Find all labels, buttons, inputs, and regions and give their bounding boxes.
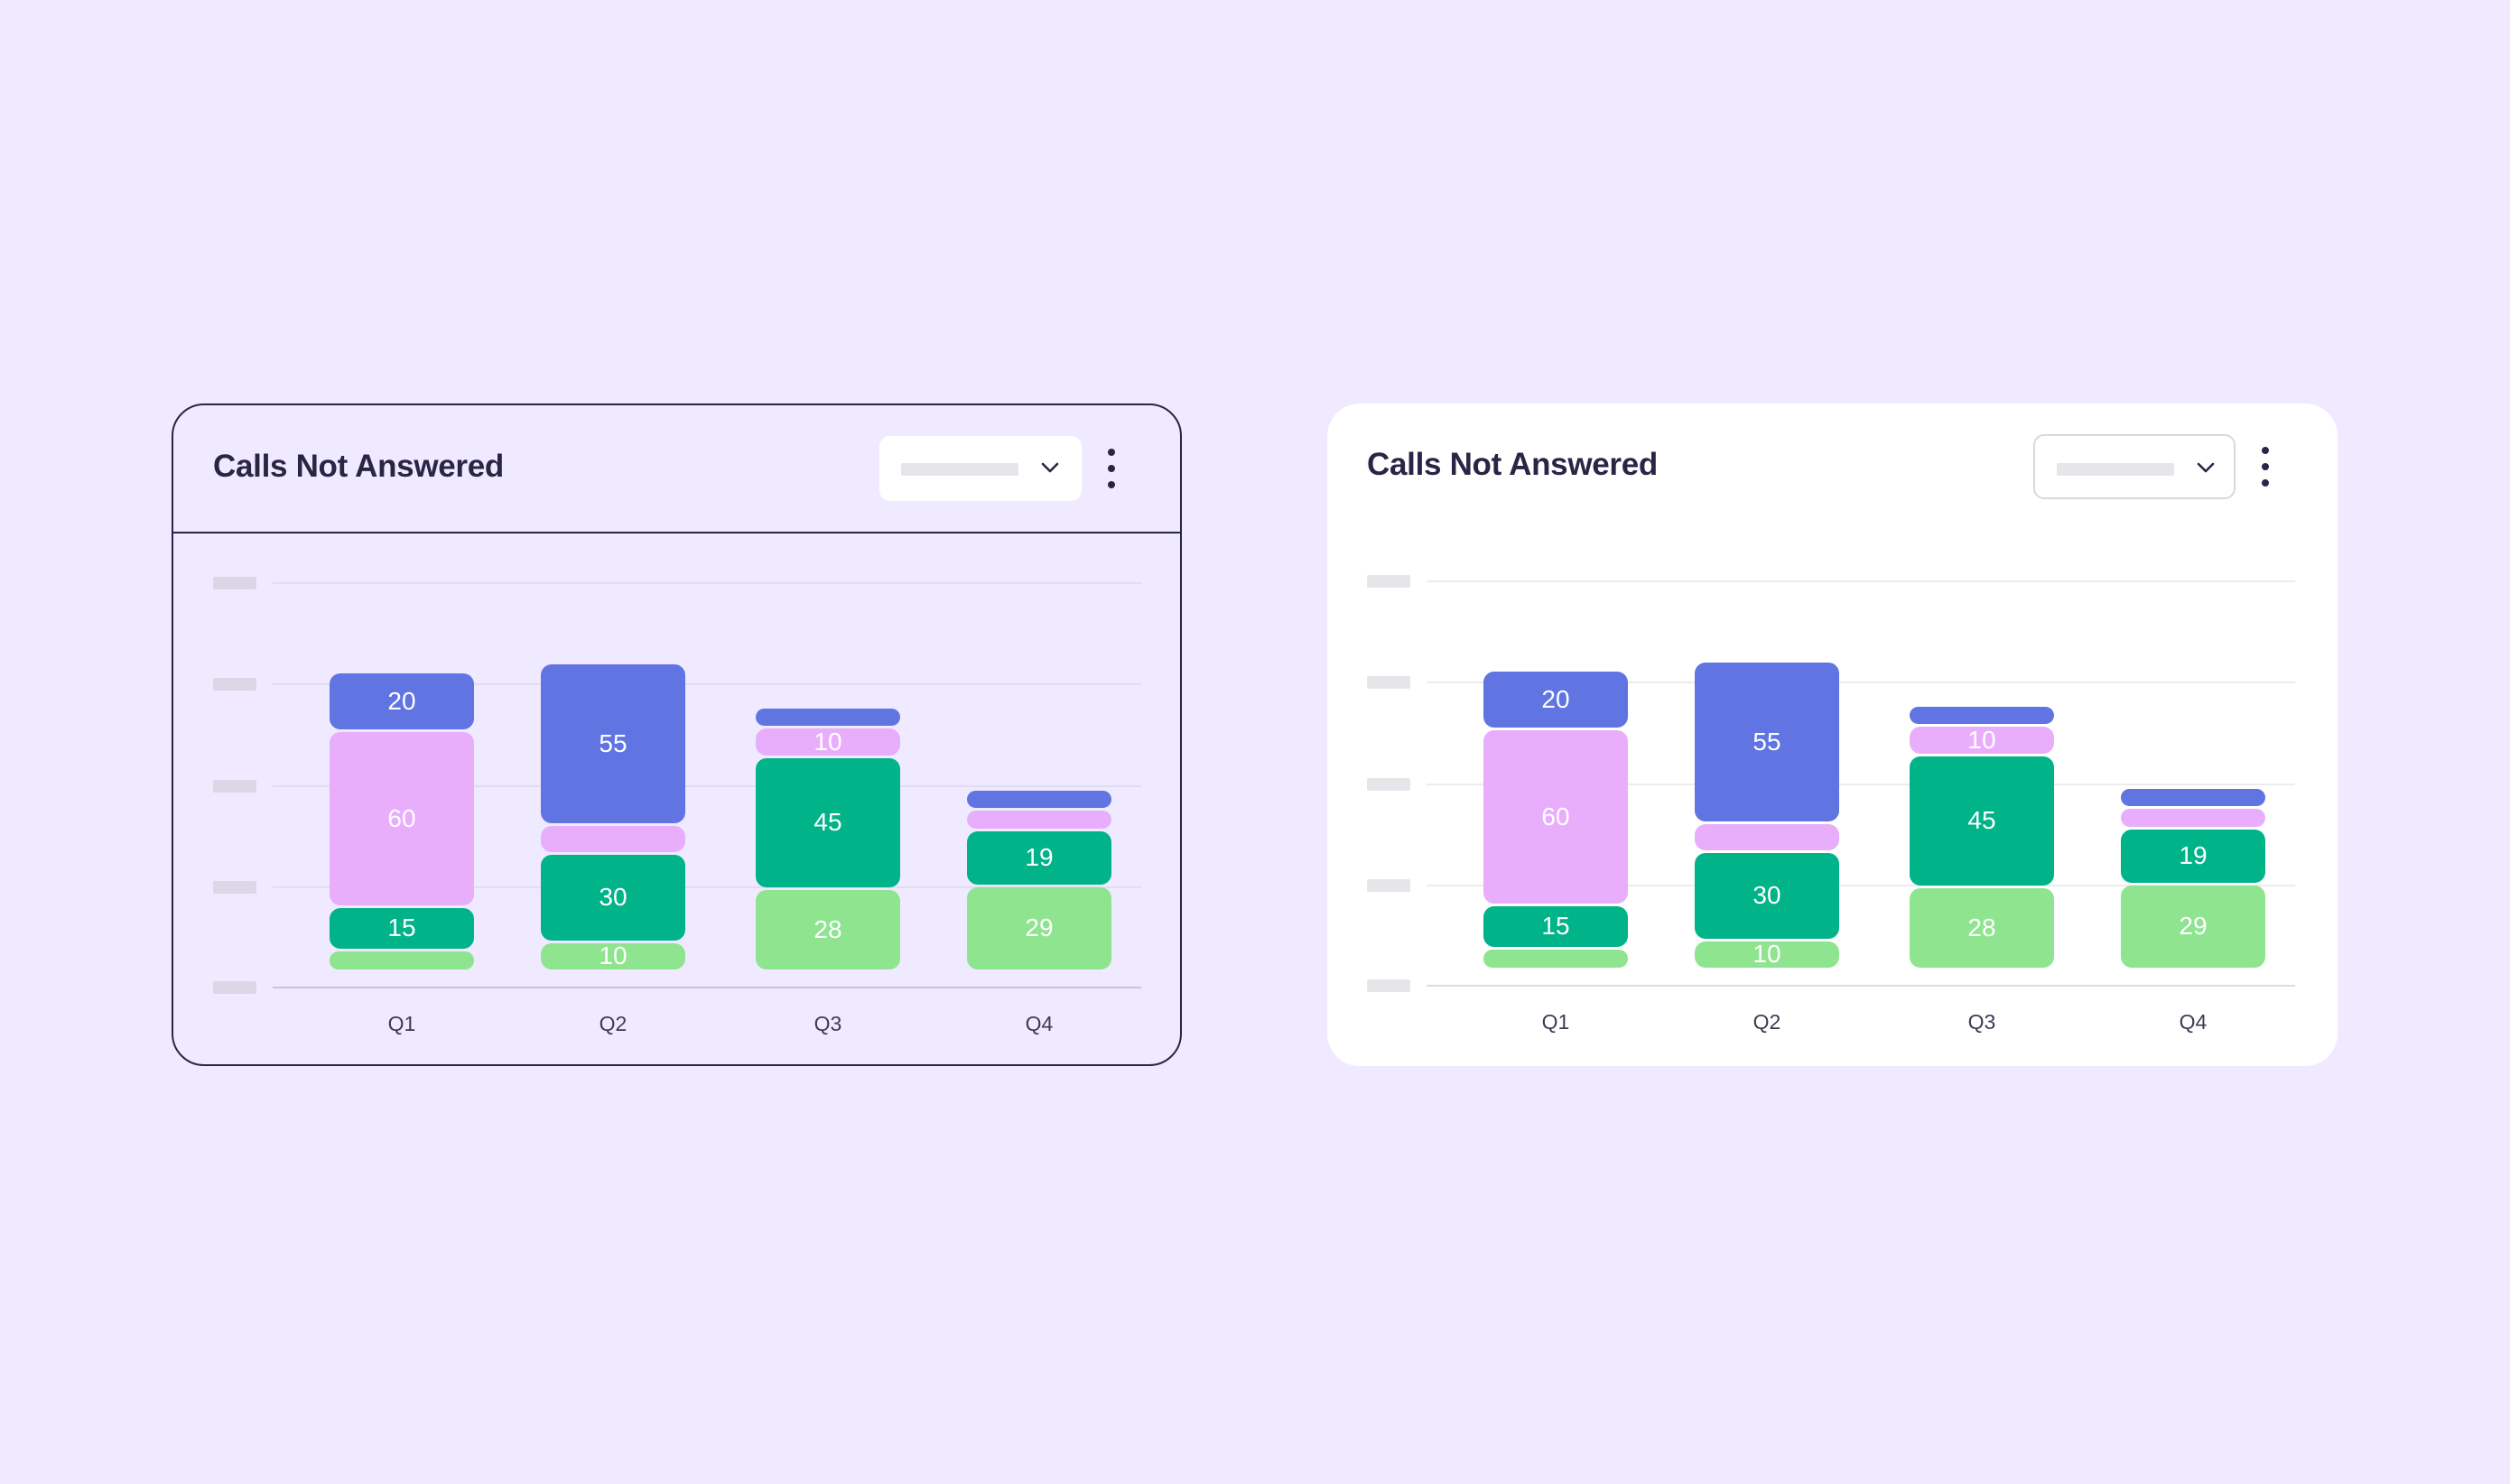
bar-segment-q3-2[interactable]: 10 <box>756 728 900 756</box>
bar-segment-q4-2[interactable] <box>967 811 1111 829</box>
card-title: Calls Not Answered <box>1367 447 1658 482</box>
bar-chart: 15 60 20 Q1 10 30 55 Q2 28 45 10 Q3 29 19 Q4 <box>173 405 1180 1064</box>
data-label: 30 <box>599 883 628 912</box>
gridline <box>1427 580 2295 582</box>
bar-segment-q4-1[interactable]: 19 <box>2121 830 2265 883</box>
bar-segment-q4-2[interactable] <box>2121 809 2265 827</box>
gridline <box>1427 885 2295 886</box>
data-label: 28 <box>1967 914 1996 941</box>
card-title: Calls Not Answered <box>213 449 504 484</box>
y-tick-placeholder <box>213 678 256 691</box>
x-tick-label: Q1 <box>387 1012 416 1035</box>
x-tick-label: Q1 <box>1541 1010 1570 1034</box>
bar-segment-q2-2[interactable] <box>541 825 685 852</box>
x-tick-label: Q4 <box>2179 1010 2208 1034</box>
bar-segment-q3-3[interactable] <box>756 708 900 727</box>
bar-segment-q1-3[interactable]: 20 <box>330 672 474 729</box>
period-dropdown[interactable] <box>2033 434 2236 499</box>
data-label: 55 <box>599 728 628 757</box>
bar-segment-q1-2[interactable]: 60 <box>330 731 474 905</box>
x-tick-label: Q2 <box>599 1012 628 1035</box>
bar-segment-q2-1[interactable]: 30 <box>1695 853 1839 939</box>
bar-segment-q4-0[interactable]: 29 <box>967 886 1111 969</box>
bar-segment-q1-1[interactable]: 15 <box>330 907 474 950</box>
data-label: 45 <box>1967 806 1996 835</box>
chart-card-filled: Calls Not Answered 15 60 20 Q1 10 30 55 Q2 28 45 1… <box>1327 403 2338 1066</box>
bar-segment-q3-3[interactable] <box>1910 706 2054 725</box>
bar-segment-q1-2[interactable]: 60 <box>1483 729 1628 904</box>
data-label: 60 <box>387 803 416 832</box>
bar-segment-q4-0[interactable]: 29 <box>2121 885 2265 968</box>
gridline <box>273 582 1141 584</box>
x-tick-label: Q4 <box>1025 1012 1054 1035</box>
data-label: 19 <box>1025 843 1054 872</box>
data-label: 20 <box>387 686 416 715</box>
gridline <box>273 683 1141 685</box>
gridline <box>273 785 1141 787</box>
dropdown-placeholder <box>901 463 1018 476</box>
bar-segment-q2-2[interactable] <box>1695 823 1839 850</box>
chevron-down-icon <box>2197 462 2215 473</box>
dropdown-placeholder <box>2057 463 2174 476</box>
y-tick-placeholder <box>1367 979 1410 992</box>
data-label: 29 <box>2179 912 2208 941</box>
data-label: 29 <box>1025 914 1054 942</box>
y-tick-placeholder <box>1367 575 1410 588</box>
bar-segment-q1-3[interactable]: 20 <box>1483 671 1628 728</box>
y-tick-placeholder <box>1367 778 1410 791</box>
y-tick-placeholder <box>213 780 256 793</box>
gridline <box>1427 682 2295 683</box>
y-tick-placeholder <box>1367 879 1410 892</box>
data-label: 45 <box>813 808 842 837</box>
data-label: 10 <box>599 941 628 970</box>
x-axis-line <box>1427 985 2295 987</box>
bar-segment-q4-3[interactable] <box>2121 788 2265 807</box>
gridline <box>273 886 1141 888</box>
y-tick-placeholder <box>213 577 256 589</box>
bar-segment-q2-0[interactable]: 10 <box>1695 940 1839 969</box>
gridline <box>1427 784 2295 785</box>
bar-segment-q3-1[interactable]: 45 <box>1910 756 2054 886</box>
chevron-down-icon <box>1041 462 1059 473</box>
bar-segment-q3-0[interactable]: 28 <box>1910 888 2054 968</box>
chart-card-outlined: Calls Not Answered 15 60 20 Q1 10 30 55 Q2 28 45 1… <box>172 403 1182 1066</box>
data-label: 10 <box>813 728 842 756</box>
y-tick-placeholder <box>213 981 256 994</box>
data-label: 60 <box>1541 802 1570 830</box>
data-label: 15 <box>387 914 416 942</box>
data-label: 28 <box>813 915 842 943</box>
bar-segment-q4-3[interactable] <box>967 790 1111 809</box>
bar-segment-q2-3[interactable]: 55 <box>541 663 685 823</box>
bar-segment-q1-0[interactable] <box>330 951 474 969</box>
kebab-icon[interactable] <box>1105 449 1118 488</box>
x-axis-line <box>273 987 1141 988</box>
bar-segment-q3-1[interactable]: 45 <box>756 757 900 887</box>
bar-segment-q4-1[interactable]: 19 <box>967 831 1111 885</box>
data-label: 55 <box>1752 727 1781 756</box>
y-tick-placeholder <box>213 881 256 894</box>
bar-segment-q2-3[interactable]: 55 <box>1695 662 1839 821</box>
y-tick-placeholder <box>1367 676 1410 689</box>
x-tick-label: Q3 <box>1967 1010 1996 1034</box>
card-header: Calls Not Answered <box>173 405 1180 533</box>
card-header: Calls Not Answered <box>1327 403 2338 530</box>
data-label: 10 <box>1752 940 1781 969</box>
period-dropdown[interactable] <box>879 436 1082 501</box>
bar-segment-q2-0[interactable]: 10 <box>541 941 685 970</box>
data-label: 15 <box>1541 912 1570 941</box>
x-tick-label: Q3 <box>813 1012 842 1035</box>
bar-segment-q3-0[interactable]: 28 <box>756 890 900 969</box>
x-tick-label: Q2 <box>1752 1010 1781 1034</box>
data-label: 20 <box>1541 684 1570 713</box>
bar-segment-q1-1[interactable]: 15 <box>1483 905 1628 948</box>
data-label: 19 <box>2179 841 2208 870</box>
bar-chart: 15 60 20 Q1 10 30 55 Q2 28 45 10 Q3 29 19 Q4 <box>1327 403 2338 1066</box>
data-label: 10 <box>1967 726 1996 754</box>
bar-segment-q1-0[interactable] <box>1483 950 1628 968</box>
data-label: 30 <box>1752 881 1781 910</box>
bar-segment-q2-1[interactable]: 30 <box>541 855 685 941</box>
bar-segment-q3-2[interactable]: 10 <box>1910 726 2054 754</box>
kebab-icon[interactable] <box>2259 447 2272 487</box>
